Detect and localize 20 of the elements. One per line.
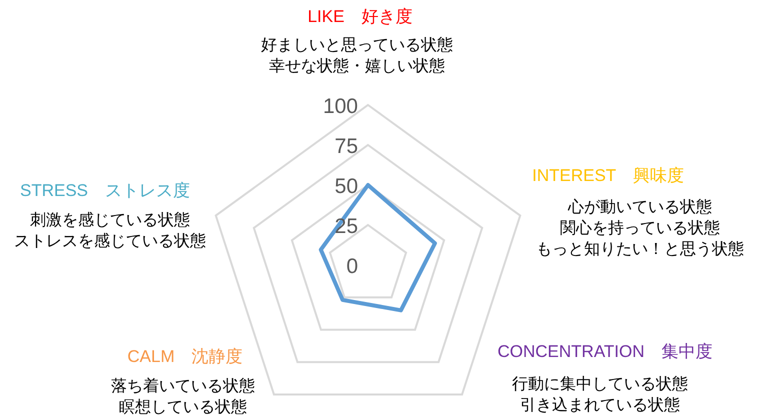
y-tick-label: 50 — [334, 175, 358, 198]
spoke-label: LIKE 好き度 — [308, 7, 412, 26]
text: ストレスを感じている状態 — [14, 232, 206, 250]
spoke-label: CONCENTRATION 集中度 — [497, 342, 713, 361]
text: もっと知りたい！と思う状態 — [536, 240, 744, 258]
text: 刺激を感じている状態 — [30, 211, 190, 229]
text: 引き込まれている状態 — [520, 396, 680, 414]
text: 関心を持っている状態 — [560, 219, 720, 237]
text: 幸せな状態・嬉しい状態 — [269, 57, 445, 75]
text: 落ち着いている状態 — [111, 377, 255, 395]
y-tick-label: 0 — [346, 255, 358, 278]
y-tick-label: 100 — [322, 95, 358, 118]
text: 心が動いている状態 — [567, 198, 712, 216]
spoke-label: CALM 沈静度 — [127, 347, 243, 366]
text: 瞑想している状態 — [119, 398, 247, 416]
spoke-label: STRESS ストレス度 — [20, 181, 190, 200]
text: 好ましいと思っている状態 — [261, 36, 453, 54]
text: 行動に集中している状態 — [512, 375, 688, 393]
y-tick-label: 75 — [334, 135, 358, 158]
spoke-label: INTEREST 興味度 — [532, 166, 684, 185]
